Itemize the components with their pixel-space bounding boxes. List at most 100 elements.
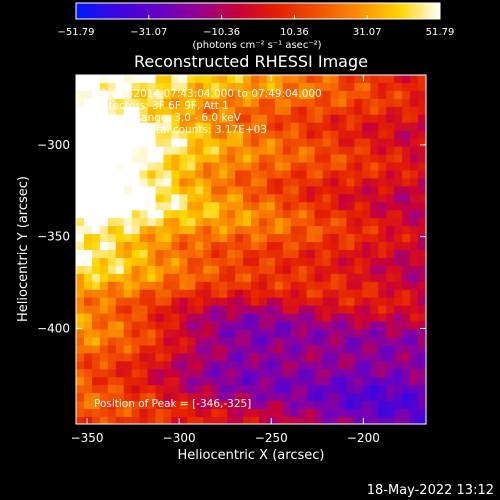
heatmap-cell bbox=[322, 250, 332, 259]
heatmap-cell bbox=[76, 401, 85, 410]
heatmap-cell bbox=[227, 393, 236, 402]
heatmap-cell bbox=[107, 337, 117, 347]
heatmap-cell bbox=[203, 393, 212, 402]
heatmap-cell bbox=[211, 337, 220, 347]
heatmap-cell bbox=[274, 82, 284, 92]
heatmap-cell bbox=[91, 202, 101, 211]
heatmap-cell bbox=[330, 313, 340, 323]
heatmap-cell bbox=[219, 345, 228, 354]
x-tick-label: −350 bbox=[71, 431, 104, 445]
heatmap-cell bbox=[107, 417, 117, 424]
heatmap-cell bbox=[211, 281, 220, 291]
heatmap-cell bbox=[155, 218, 165, 227]
heatmap-cell bbox=[187, 146, 196, 156]
y-tick-label: −400 bbox=[37, 321, 70, 335]
heatmap-cell bbox=[115, 186, 125, 195]
heatmap-cell bbox=[219, 321, 228, 331]
heatmap-cell bbox=[378, 385, 387, 394]
heatmap-cell bbox=[386, 305, 395, 315]
heatmap-cell bbox=[290, 329, 300, 339]
heatmap-cell bbox=[227, 218, 236, 227]
heatmap-cell bbox=[394, 313, 403, 323]
heatmap-cell bbox=[163, 202, 173, 211]
heatmap-cell bbox=[346, 234, 355, 243]
heatmap-cell bbox=[394, 329, 403, 339]
heatmap-cell bbox=[410, 329, 419, 339]
heatmap-cell bbox=[330, 130, 340, 140]
heatmap-cell bbox=[322, 297, 332, 307]
heatmap-cell bbox=[282, 329, 292, 339]
heatmap-cell bbox=[235, 138, 244, 148]
heatmap-cell bbox=[346, 218, 355, 227]
heatmap-cell bbox=[171, 170, 180, 179]
heatmap-cell bbox=[99, 345, 109, 354]
heatmap-cell bbox=[290, 297, 300, 307]
heatmap-cell bbox=[314, 146, 324, 156]
heatmap-cell bbox=[163, 186, 173, 195]
heatmap-cell bbox=[330, 369, 340, 378]
heatmap-cell bbox=[346, 369, 355, 378]
heatmap-cell bbox=[171, 401, 180, 410]
heatmap-cell bbox=[123, 138, 133, 148]
heatmap-cell bbox=[155, 297, 165, 307]
heatmap-cell bbox=[410, 345, 419, 354]
heatmap-cell bbox=[123, 226, 133, 235]
heatmap-cell bbox=[282, 337, 292, 347]
heatmap-cell bbox=[338, 401, 348, 410]
heatmap-cell bbox=[410, 281, 419, 291]
heatmap-cell bbox=[155, 337, 165, 347]
heatmap-cell bbox=[386, 377, 395, 386]
heatmap-cell bbox=[298, 297, 308, 307]
heatmap-cell bbox=[243, 273, 252, 283]
heatmap-cell bbox=[402, 289, 411, 299]
heatmap-cell bbox=[179, 162, 188, 172]
heatmap-cell bbox=[163, 226, 173, 235]
heatmap-cell bbox=[394, 130, 403, 140]
heatmap-cell bbox=[258, 194, 268, 203]
heatmap-cell bbox=[123, 409, 133, 418]
heatmap-cell bbox=[243, 226, 252, 235]
heatmap-cell bbox=[298, 154, 308, 164]
heatmap-cell bbox=[410, 186, 419, 195]
heatmap-cell bbox=[83, 194, 93, 203]
heatmap-cell bbox=[91, 186, 101, 195]
heatmap-cell bbox=[306, 417, 316, 424]
heatmap-cell bbox=[306, 114, 316, 124]
heatmap-cell bbox=[91, 218, 101, 227]
x-axis-ticks: −350 −300 −250 −200 bbox=[71, 75, 380, 445]
heatmap-cell bbox=[378, 369, 387, 378]
heatmap-cell bbox=[139, 122, 149, 132]
heatmap-cell bbox=[83, 90, 93, 100]
heatmap-cell bbox=[418, 329, 426, 339]
heatmap-cell bbox=[155, 162, 165, 172]
heatmap-cell bbox=[187, 250, 196, 259]
heatmap-cell bbox=[338, 130, 348, 140]
heatmap-cell bbox=[139, 273, 149, 283]
heatmap-cell bbox=[187, 210, 196, 219]
heatmap-cell bbox=[147, 393, 157, 402]
heatmap-cell bbox=[107, 130, 117, 140]
heatmap-cell bbox=[171, 313, 180, 323]
heatmap-cell bbox=[338, 385, 348, 394]
heatmap-cell bbox=[330, 170, 340, 179]
heatmap-cell bbox=[227, 170, 236, 179]
heatmap-cell bbox=[235, 281, 244, 291]
heatmap-cell bbox=[123, 242, 133, 251]
heatmap-cell bbox=[402, 138, 411, 148]
heatmap-cell bbox=[346, 122, 355, 132]
heatmap-cell bbox=[386, 130, 395, 140]
heatmap-cell bbox=[107, 218, 117, 227]
heatmap-cell bbox=[227, 138, 236, 148]
heatmap-cell bbox=[274, 178, 284, 187]
heatmap-cell bbox=[402, 122, 411, 132]
heatmap-cell bbox=[418, 361, 426, 370]
heatmap-cell bbox=[354, 361, 363, 370]
heatmap-cell bbox=[83, 114, 93, 124]
heatmap-cell bbox=[314, 377, 324, 386]
heatmap-cell bbox=[338, 226, 348, 235]
heatmap-cell bbox=[322, 369, 332, 378]
heatmap-cell bbox=[298, 337, 308, 347]
heatmap-cell bbox=[131, 401, 141, 410]
heatmap-cell bbox=[219, 146, 228, 156]
heatmap-cell bbox=[123, 106, 133, 116]
